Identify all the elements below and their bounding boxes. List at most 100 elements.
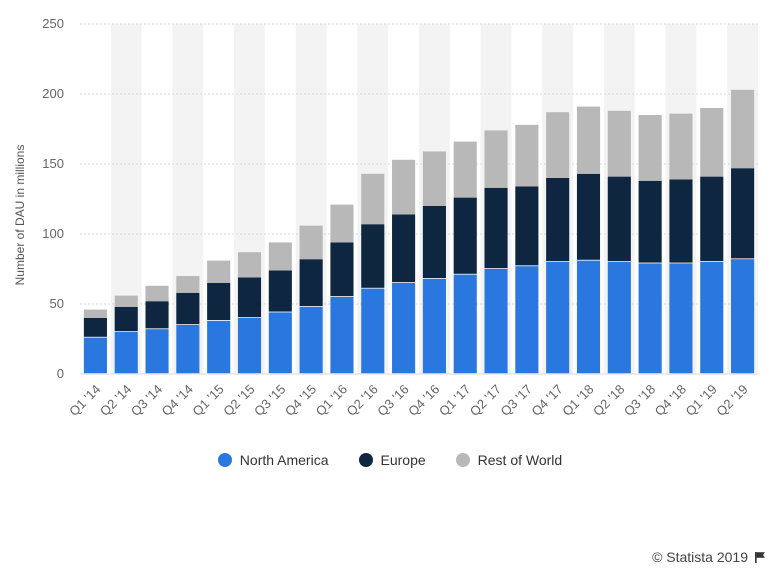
bar-rest-of-world[interactable]: [576, 106, 601, 174]
bar-europe[interactable]: [576, 173, 601, 260]
bar-europe[interactable]: [392, 214, 416, 283]
y-tick-label: 0: [57, 366, 64, 381]
legend: North America Europe Rest of World: [0, 452, 780, 468]
bar-north-america[interactable]: [114, 332, 138, 374]
bar-north-america[interactable]: [268, 312, 292, 374]
bar-rest-of-world[interactable]: [145, 285, 169, 302]
x-tick-label: Q1 '14: [66, 382, 103, 419]
bar-rest-of-world[interactable]: [114, 295, 138, 307]
bar-rest-of-world[interactable]: [546, 112, 570, 178]
bar-rest-of-world[interactable]: [237, 252, 262, 278]
bar-europe[interactable]: [700, 176, 724, 262]
bar-europe[interactable]: [145, 301, 169, 329]
bar-rest-of-world[interactable]: [392, 159, 416, 215]
bar-north-america[interactable]: [484, 269, 508, 374]
bar-north-america[interactable]: [361, 288, 385, 374]
bar-rest-of-world[interactable]: [207, 260, 231, 283]
bar-north-america[interactable]: [700, 262, 724, 374]
bar-north-america[interactable]: [145, 329, 169, 374]
bar-europe[interactable]: [546, 178, 570, 262]
bar-rest-of-world[interactable]: [299, 225, 323, 260]
y-tick-label: 50: [50, 296, 64, 311]
x-tick-label: Q4 '14: [159, 382, 196, 419]
bar-north-america[interactable]: [392, 283, 416, 374]
bar-north-america[interactable]: [607, 262, 631, 374]
y-tick-label: 200: [42, 86, 64, 101]
bar-north-america[interactable]: [515, 266, 539, 374]
bar-europe[interactable]: [114, 306, 138, 332]
bar-rest-of-world[interactable]: [515, 124, 539, 187]
bar-europe[interactable]: [237, 277, 262, 318]
bar-europe[interactable]: [299, 259, 323, 306]
x-tick-label: Q2 '16: [343, 382, 380, 419]
legend-dot-rest-of-world: [455, 453, 470, 467]
bar-europe[interactable]: [731, 168, 755, 259]
bar-europe[interactable]: [484, 187, 508, 269]
flag-icon[interactable]: [754, 551, 766, 563]
x-tick-label: Q4 '16: [405, 382, 442, 419]
x-tick-label: Q4 '18: [652, 382, 689, 419]
bar-europe[interactable]: [207, 283, 231, 320]
bar-europe[interactable]: [669, 179, 693, 263]
legend-item-north-america[interactable]: North America: [217, 452, 329, 468]
bar-north-america[interactable]: [237, 318, 262, 374]
bar-north-america[interactable]: [330, 297, 354, 374]
bar-europe[interactable]: [268, 270, 292, 312]
x-tick-label: Q1 '16: [313, 382, 350, 419]
bar-europe[interactable]: [83, 318, 107, 337]
credit-text: © Statista 2019: [652, 549, 748, 565]
bar-north-america[interactable]: [731, 259, 755, 374]
bar-europe[interactable]: [607, 176, 631, 262]
bar-rest-of-world[interactable]: [83, 309, 107, 318]
bar-rest-of-world[interactable]: [453, 141, 477, 198]
x-tick-label: Q4 '15: [282, 382, 319, 419]
bar-europe[interactable]: [515, 186, 539, 266]
x-tick-label: Q3 '15: [251, 382, 288, 419]
bar-europe[interactable]: [638, 180, 662, 263]
bar-rest-of-world[interactable]: [700, 108, 724, 177]
bar-europe[interactable]: [453, 197, 477, 274]
bars: [83, 89, 755, 374]
bar-north-america[interactable]: [83, 337, 107, 374]
bar-rest-of-world[interactable]: [361, 173, 385, 225]
bar-rest-of-world[interactable]: [268, 242, 292, 271]
x-tick-label: Q4 '17: [528, 382, 565, 419]
bar-north-america[interactable]: [453, 274, 477, 374]
y-tick-label: 100: [42, 226, 64, 241]
bar-north-america[interactable]: [546, 262, 570, 374]
legend-item-rest-of-world[interactable]: Rest of World: [455, 452, 562, 468]
bar-rest-of-world[interactable]: [422, 151, 446, 206]
legend-dot-europe: [358, 453, 373, 467]
x-tick-label: Q2 '17: [467, 382, 504, 419]
bar-europe[interactable]: [422, 206, 446, 278]
bar-europe[interactable]: [176, 292, 200, 325]
x-tick-label: Q1 '15: [189, 382, 226, 419]
x-tick-label: Q3 '18: [621, 382, 658, 419]
bar-europe[interactable]: [361, 224, 385, 288]
legend-item-europe[interactable]: Europe: [358, 452, 426, 468]
bar-rest-of-world[interactable]: [607, 110, 631, 177]
bar-rest-of-world[interactable]: [731, 89, 755, 169]
y-tick-label: 250: [42, 16, 64, 31]
bar-north-america[interactable]: [299, 306, 323, 374]
bar-rest-of-world[interactable]: [484, 130, 508, 188]
bar-north-america[interactable]: [638, 263, 662, 374]
legend-label-europe: Europe: [380, 452, 426, 468]
bar-north-america[interactable]: [669, 263, 693, 374]
bar-rest-of-world[interactable]: [176, 276, 200, 293]
bar-north-america[interactable]: [176, 325, 200, 374]
bar-north-america[interactable]: [422, 278, 446, 374]
y-axis-title: Number of DAU in millions: [13, 145, 27, 286]
source-credit[interactable]: © Statista 2019: [652, 549, 766, 565]
bar-north-america[interactable]: [207, 320, 231, 374]
x-tick-label: Q1 '19: [682, 382, 719, 419]
x-tick-label: Q2 '18: [590, 382, 627, 419]
bar-europe[interactable]: [330, 242, 354, 297]
x-tick-label: Q3 '17: [498, 382, 535, 419]
bar-rest-of-world[interactable]: [669, 113, 693, 180]
bar-north-america[interactable]: [576, 260, 601, 374]
bar-rest-of-world[interactable]: [638, 115, 662, 181]
bar-rest-of-world[interactable]: [330, 204, 354, 243]
legend-dot-north-america: [217, 453, 232, 467]
